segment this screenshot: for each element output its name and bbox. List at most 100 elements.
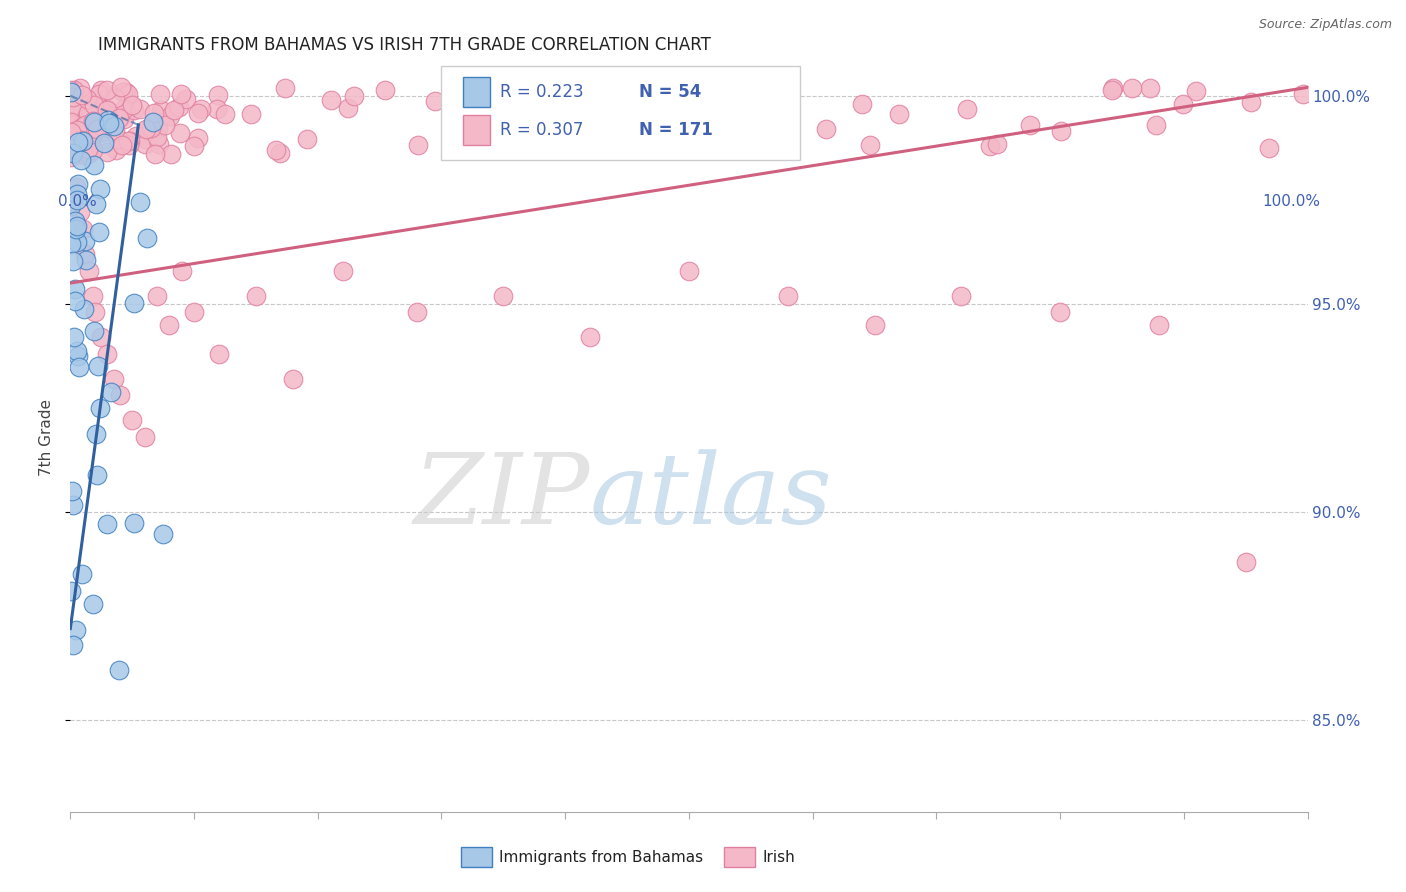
Point: [70, 88, 93, 103]
Point: [956, 102, 979, 116]
Point: [66, 123, 89, 137]
Point: [66, 235, 89, 249]
Point: [97, 113, 120, 128]
Point: [110, 138, 132, 153]
Point: [1102, 81, 1125, 95]
Point: [142, 105, 165, 120]
Point: [63, 293, 86, 308]
Text: Immigrants from Bahamas: Immigrants from Bahamas: [499, 850, 703, 864]
Point: [97, 120, 120, 135]
Point: [62, 141, 84, 155]
Text: Source: ZipAtlas.com: Source: ZipAtlas.com: [1258, 18, 1392, 31]
Point: [205, 102, 228, 116]
Point: [73, 302, 96, 317]
Point: [79, 137, 101, 152]
Point: [650, 143, 672, 157]
Point: [70, 120, 93, 135]
Point: [73, 123, 96, 137]
Point: [240, 107, 263, 121]
Point: [405, 305, 427, 319]
Point: [84, 197, 107, 211]
Point: [1121, 81, 1143, 95]
Point: [749, 126, 772, 140]
Point: [950, 288, 973, 302]
Point: [76, 142, 98, 156]
Point: [96, 347, 118, 361]
Point: [65, 186, 87, 201]
Point: [574, 112, 596, 126]
Point: [82, 113, 104, 128]
Point: [83, 98, 105, 112]
Point: [122, 296, 145, 310]
Point: [82, 144, 104, 158]
Point: [153, 118, 176, 132]
Text: ZIP: ZIP: [413, 450, 591, 545]
Text: atlas: atlas: [591, 450, 832, 545]
Point: [979, 139, 1001, 153]
Point: [62, 638, 84, 652]
Point: [1171, 97, 1194, 112]
Point: [1147, 318, 1170, 332]
Point: [59, 83, 82, 97]
Point: [82, 597, 104, 611]
Text: IMMIGRANTS FROM BAHAMAS VS IRISH 7TH GRADE CORRELATION CHART: IMMIGRANTS FROM BAHAMAS VS IRISH 7TH GRA…: [98, 36, 711, 54]
Bar: [463, 115, 489, 145]
Point: [163, 103, 186, 117]
Point: [67, 139, 90, 153]
Point: [89, 225, 111, 239]
Point: [146, 130, 169, 145]
Point: [89, 401, 111, 415]
Point: [69, 133, 91, 147]
Point: [1139, 81, 1161, 95]
Point: [96, 103, 118, 117]
Point: [62, 254, 84, 268]
Point: [108, 388, 131, 402]
Point: [139, 121, 162, 136]
Point: [187, 106, 209, 120]
Point: [117, 135, 139, 149]
Point: [214, 106, 236, 120]
Point: [65, 180, 87, 194]
Point: [112, 102, 135, 116]
Point: [93, 136, 115, 150]
Point: [269, 146, 291, 161]
Point: [152, 527, 174, 541]
Point: [637, 94, 659, 108]
Point: [170, 263, 193, 277]
Point: [67, 178, 90, 192]
Point: [77, 106, 100, 120]
Point: [91, 108, 114, 122]
Point: [1018, 118, 1040, 132]
Point: [332, 263, 354, 277]
Point: [66, 219, 89, 233]
Point: [89, 87, 111, 102]
Point: [87, 359, 110, 374]
Point: [1240, 95, 1263, 109]
Point: [107, 131, 129, 145]
Point: [762, 110, 785, 124]
Point: [76, 92, 98, 106]
Point: [319, 93, 342, 107]
Point: [208, 347, 231, 361]
Point: [582, 143, 605, 157]
Point: [73, 148, 96, 162]
Point: [83, 324, 105, 338]
Point: [96, 82, 118, 96]
Point: [1144, 118, 1167, 132]
Point: [86, 110, 108, 124]
Text: 0.0%: 0.0%: [58, 194, 97, 209]
Point: [104, 107, 127, 121]
Point: [107, 663, 129, 677]
Point: [264, 143, 287, 157]
Point: [89, 101, 111, 115]
Point: [89, 182, 111, 196]
Point: [96, 145, 118, 159]
Point: [75, 136, 97, 150]
Point: [65, 100, 87, 114]
Point: [183, 305, 205, 319]
Point: [83, 114, 105, 128]
Point: [104, 91, 127, 105]
Point: [63, 214, 86, 228]
Point: [148, 136, 170, 151]
Point: [406, 138, 429, 153]
